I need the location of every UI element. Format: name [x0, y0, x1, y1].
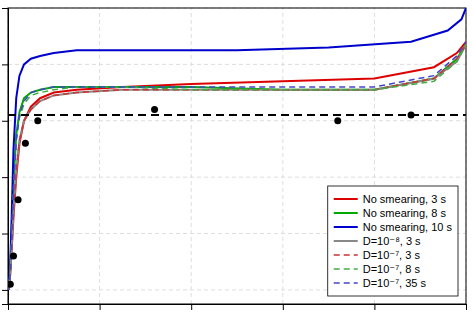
grid-line [282, 8, 283, 304]
legend-label: D=10⁻⁷, 35 s [363, 277, 427, 289]
legend-swatch [334, 240, 358, 242]
tick-mark [2, 234, 8, 235]
line [8, 42, 466, 290]
tick [100, 304, 101, 310]
point [34, 117, 41, 124]
legend-box [328, 186, 458, 296]
grid-line [8, 64, 466, 65]
grid-line [99, 8, 100, 304]
axis-line [9, 305, 467, 311]
line [8, 45, 466, 290]
chart: No smearing, 3 s No smearing, 8 s No smear… [0, 0, 474, 312]
tick-mark [374, 304, 375, 310]
point [151, 106, 158, 113]
tick [2, 177, 8, 178]
point [334, 117, 341, 124]
legend-label: No smearing, 3 s [363, 193, 447, 205]
legend-swatch [334, 226, 358, 228]
legend-label: D=10⁻⁷, 3 s [363, 249, 421, 261]
tick-mark [100, 304, 101, 310]
tick [191, 304, 192, 310]
tick [466, 304, 467, 310]
legend-swatch [334, 268, 358, 270]
line [8, 45, 466, 290]
tick [2, 234, 8, 235]
legend-label: No smearing, 8 s [363, 207, 447, 219]
tick [2, 8, 8, 9]
legend-label: D=10⁻⁷, 8 s [363, 263, 421, 275]
line [8, 45, 466, 290]
grid-line [191, 8, 192, 304]
tick [374, 304, 375, 310]
legend-label: D=10⁻⁸, 3 s [363, 235, 421, 247]
tick [283, 304, 284, 310]
tick-mark [2, 290, 8, 291]
tick [2, 121, 8, 122]
point [8, 281, 14, 288]
tick-mark [2, 8, 8, 9]
legend-swatch [334, 198, 358, 200]
legend: No smearing, 3 s No smearing, 8 s No smear… [328, 186, 458, 296]
tick-mark [2, 121, 8, 122]
tick-mark [466, 304, 467, 310]
tick [2, 290, 8, 291]
grid-line [8, 177, 466, 178]
legend-swatch [334, 254, 358, 256]
plot-frame [8, 8, 466, 304]
legend-swatch [334, 212, 358, 214]
tick [2, 64, 8, 65]
tick-mark [2, 177, 8, 178]
tick-mark [191, 304, 192, 310]
line [8, 42, 466, 290]
reference-line [8, 114, 466, 116]
legend-swatch [334, 282, 358, 284]
point [15, 196, 22, 203]
tick-mark [283, 304, 284, 310]
grid [8, 8, 466, 304]
point [22, 140, 29, 147]
legend-label: No smearing, 10 s [363, 221, 453, 233]
tick-mark [2, 64, 8, 65]
grid-line [8, 120, 466, 121]
x-axis [9, 304, 467, 310]
point [10, 253, 17, 260]
line [8, 45, 466, 290]
